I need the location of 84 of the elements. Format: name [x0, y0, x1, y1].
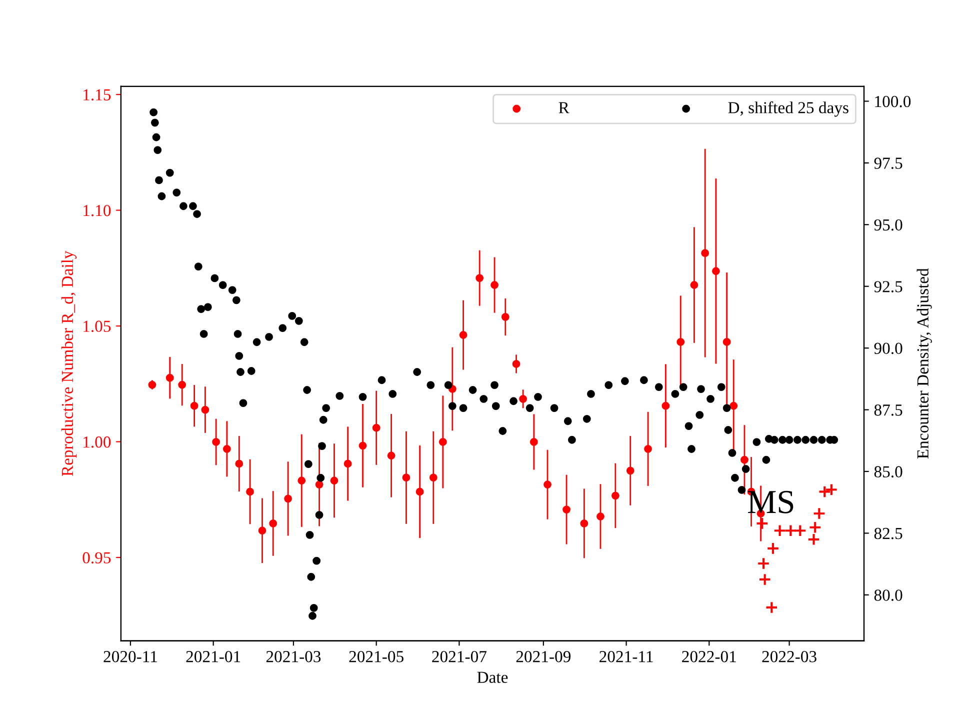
y2-tick-label: 87.5	[874, 404, 902, 416]
point	[765, 601, 778, 614]
point	[611, 492, 620, 500]
point	[757, 557, 770, 570]
legend-label: R	[558, 102, 570, 114]
point	[387, 452, 396, 460]
point	[512, 360, 520, 368]
point	[773, 524, 786, 538]
y-tick-label: 1.15	[84, 89, 111, 101]
x-tick-label: 2021-09	[516, 651, 571, 662]
point	[740, 456, 748, 464]
point	[344, 460, 352, 468]
y2-tick-label: 85.0	[874, 466, 902, 478]
x-tick-label: 2021-11	[600, 651, 653, 662]
point	[794, 524, 807, 538]
y-tick-label: 1.10	[84, 204, 111, 216]
point	[808, 520, 822, 534]
point	[235, 460, 244, 468]
point	[166, 374, 174, 382]
point	[298, 476, 306, 485]
point	[315, 480, 324, 488]
point	[712, 267, 720, 276]
point	[416, 488, 424, 496]
y2-axis-title: Encounter Density, Adjusted	[916, 268, 932, 459]
x-tick-label: 2022-01	[682, 651, 736, 662]
point	[358, 442, 367, 450]
point	[807, 532, 820, 546]
point	[372, 424, 380, 432]
point	[438, 438, 447, 446]
point	[544, 480, 552, 488]
x-axis-title: Date	[477, 672, 508, 683]
point	[530, 438, 538, 446]
x-tick-label: 2022-03	[762, 651, 816, 662]
x-tick-label: 2021-05	[349, 651, 404, 662]
x-tick-label: 2021-01	[186, 651, 240, 662]
point	[269, 519, 278, 528]
point	[701, 249, 710, 258]
point	[690, 281, 698, 289]
point	[596, 512, 604, 520]
point	[330, 476, 338, 485]
point	[190, 402, 198, 410]
y-axis-title: Reproductive Number R_d, Daily	[61, 250, 77, 476]
point	[676, 338, 685, 346]
y-tick-label: 1.05	[84, 320, 111, 332]
y2-tick-label: 95.0	[874, 219, 902, 231]
point	[222, 444, 231, 453]
y2-tick-label: 97.5	[874, 158, 902, 169]
point	[730, 402, 738, 410]
point	[722, 338, 731, 346]
point	[476, 274, 484, 282]
point	[246, 488, 254, 496]
point	[766, 542, 780, 555]
point	[258, 526, 266, 535]
point	[490, 281, 498, 289]
y2-tick-label: 90.0	[874, 342, 902, 354]
point	[562, 506, 570, 514]
point	[519, 394, 527, 403]
x-tick-label: 2020-11	[104, 651, 157, 662]
point	[501, 313, 510, 321]
x-tick-label: 2021-03	[266, 651, 321, 662]
point	[459, 331, 468, 339]
y2-tick-label: 82.5	[874, 528, 902, 540]
y2-tick-label: 100.0	[875, 96, 911, 108]
y-tick-label: 0.95	[82, 552, 111, 564]
point	[212, 438, 220, 446]
point	[402, 474, 410, 482]
y2-tick-label: 80.0	[874, 590, 902, 601]
point	[644, 444, 652, 453]
x-tick-label: 2021-07	[432, 651, 486, 662]
y-tick-label: 1.00	[84, 436, 111, 448]
point	[626, 466, 634, 475]
point	[812, 507, 826, 520]
point	[284, 494, 292, 503]
point	[580, 519, 588, 528]
point	[784, 524, 798, 538]
point	[201, 406, 210, 414]
point	[178, 380, 186, 389]
y2-tick-label: 92.5	[874, 281, 902, 292]
point	[429, 474, 438, 482]
point	[148, 380, 156, 389]
legend-label: D, shifted 25 days	[728, 101, 848, 117]
point	[662, 402, 670, 410]
point	[756, 517, 769, 530]
point	[758, 573, 772, 586]
